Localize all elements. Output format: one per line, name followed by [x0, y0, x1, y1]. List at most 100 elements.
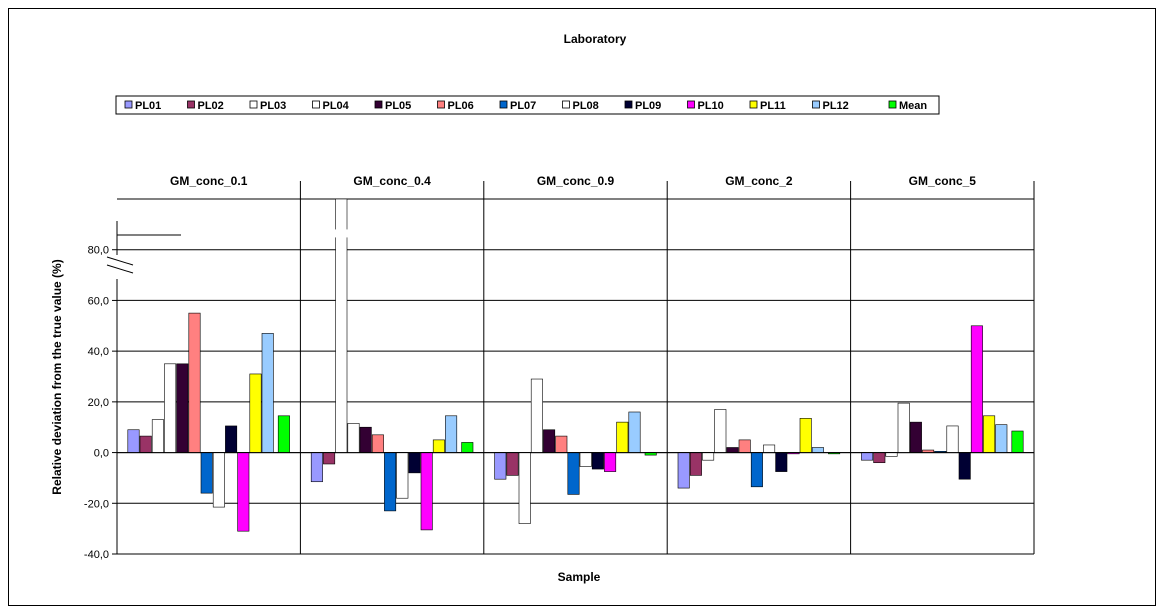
bar-pl05	[726, 447, 739, 453]
bar-pl09	[225, 425, 238, 453]
category-label: GM_conc_5	[909, 174, 977, 188]
legend-swatch-pl08	[562, 100, 570, 109]
bar-pl12	[261, 333, 274, 453]
bar-pl04	[347, 423, 360, 453]
legend-entry-pl09: PL09	[635, 100, 661, 112]
y-tick-label: 20,0	[88, 397, 109, 409]
bar-pl09	[408, 452, 421, 474]
chart-frame: Laboratory PL01 PL02 PL03 PL04 PL05 PL06 PL07 P…	[8, 8, 1156, 606]
bar-pl10	[237, 452, 250, 532]
y-tick-label: 40,0	[88, 346, 109, 358]
legend-box	[115, 95, 940, 115]
y-axis-label: Relative deviation from the true value (…	[50, 259, 64, 494]
axis-break-gap	[114, 255, 120, 279]
legend-swatch-pl04	[312, 100, 320, 109]
bar-pl03	[885, 452, 898, 457]
chart: Laboratory PL01 PL02 PL03 PL04 PL05 PL06 PL07 P…	[50, 32, 1035, 584]
legend-entry-mean: Mean	[899, 100, 927, 112]
bar-pl11	[983, 415, 996, 453]
y-tick-label: -20,0	[84, 498, 109, 510]
bar-pl02	[689, 452, 702, 476]
y-tick-label: 80,0	[88, 245, 109, 257]
legend-swatch-pl02	[187, 100, 195, 109]
legend-entry-pl12: PL12	[823, 100, 849, 112]
bar-pl11	[616, 421, 629, 453]
bar-pl09	[958, 452, 971, 480]
bar-mean	[461, 442, 474, 453]
bar-pl03	[151, 419, 164, 453]
bar-pl04	[897, 402, 910, 453]
bar-pl09	[591, 452, 604, 470]
bar-pl01	[310, 452, 323, 483]
bar-pl02	[506, 452, 519, 476]
bar-pl12	[445, 415, 458, 453]
bar-pl05	[909, 421, 922, 453]
bar-mean	[277, 415, 290, 453]
legend-swatch-pl09	[624, 100, 633, 109]
bar-pl08	[212, 452, 225, 508]
legend-entry-pl06: PL06	[448, 100, 474, 112]
legend-swatch-pl07	[499, 100, 508, 109]
axis-break-mark	[106, 256, 134, 266]
bar-pl02	[323, 452, 336, 465]
legend-entry-pl02: PL02	[198, 100, 224, 112]
legend-swatch-pl03	[249, 100, 258, 109]
bar-mean	[1011, 430, 1024, 453]
bar-pl01	[494, 452, 507, 480]
bar-pl01	[677, 452, 690, 489]
bar-pl03	[702, 452, 715, 461]
bar-pl09	[775, 452, 788, 472]
legend-swatch-pl11	[749, 100, 758, 109]
bar-pl06	[738, 439, 751, 453]
bar-pl05	[359, 426, 372, 453]
legend-entry-pl10: PL10	[698, 100, 724, 112]
bar-pl01	[861, 452, 874, 461]
bar-pl07	[200, 452, 213, 494]
legend-swatch-pl10	[687, 100, 695, 109]
legend-swatch-pl12	[812, 100, 820, 109]
bar-pl12	[995, 424, 1008, 453]
y-tick-label: 0,0	[94, 448, 109, 460]
chart-title: Laboratory	[564, 32, 627, 46]
y-tick-label: -40,0	[84, 549, 109, 561]
bar-pl08	[396, 452, 409, 499]
legend-swatch-pl05	[374, 100, 383, 109]
bar-pl12	[628, 411, 641, 453]
axis-break-mark	[106, 264, 134, 274]
legend-swatch-pl01	[124, 100, 133, 109]
bar-pl03	[518, 452, 531, 524]
bar-pl08	[946, 425, 959, 453]
bar-pl11	[799, 418, 812, 453]
bar-pl01	[127, 429, 140, 453]
x-axis-label: Sample	[558, 570, 601, 584]
bar-pl05	[543, 429, 556, 453]
plot-area: GM_conc_0.1 GM_conc_0.4 GM_conc_0.9 GM_conc…	[84, 174, 1035, 561]
category-label: GM_conc_0.1	[170, 174, 248, 188]
legend-entry-pl03: PL03	[260, 100, 286, 112]
bar-pl05	[176, 363, 189, 453]
bar-pl08	[763, 444, 776, 453]
bar-pl04	[164, 363, 177, 453]
bar-pl10	[970, 325, 983, 453]
bar-pl07	[567, 452, 580, 495]
legend-entry-pl05: PL05	[385, 100, 411, 112]
bar-pl10	[420, 452, 433, 531]
category-label: GM_conc_0.9	[537, 174, 615, 188]
bar-pl10	[604, 452, 617, 472]
legend: PL01 PL02 PL03 PL04 PL05 PL06 PL07 PL08 PL09 PL10…	[115, 95, 940, 115]
legend-entry-pl08: PL08	[573, 100, 599, 112]
legend-entry-pl04: PL04	[323, 100, 350, 112]
legend-swatch-mean	[888, 100, 897, 109]
bar-pl12	[811, 447, 824, 453]
legend-entry-pl01: PL01	[135, 100, 161, 112]
y-tick-label: 60,0	[88, 295, 109, 307]
bar-pl02	[139, 435, 152, 453]
bar-pl07	[384, 452, 397, 512]
bar-break-gap	[334, 229, 348, 238]
bar-pl06	[555, 435, 568, 453]
bar-pl06	[188, 312, 201, 453]
category-label: GM_conc_2	[725, 174, 793, 188]
bar-pl06	[371, 434, 384, 453]
legend-entry-pl11: PL11	[760, 100, 786, 112]
bar-pl07	[750, 452, 763, 488]
